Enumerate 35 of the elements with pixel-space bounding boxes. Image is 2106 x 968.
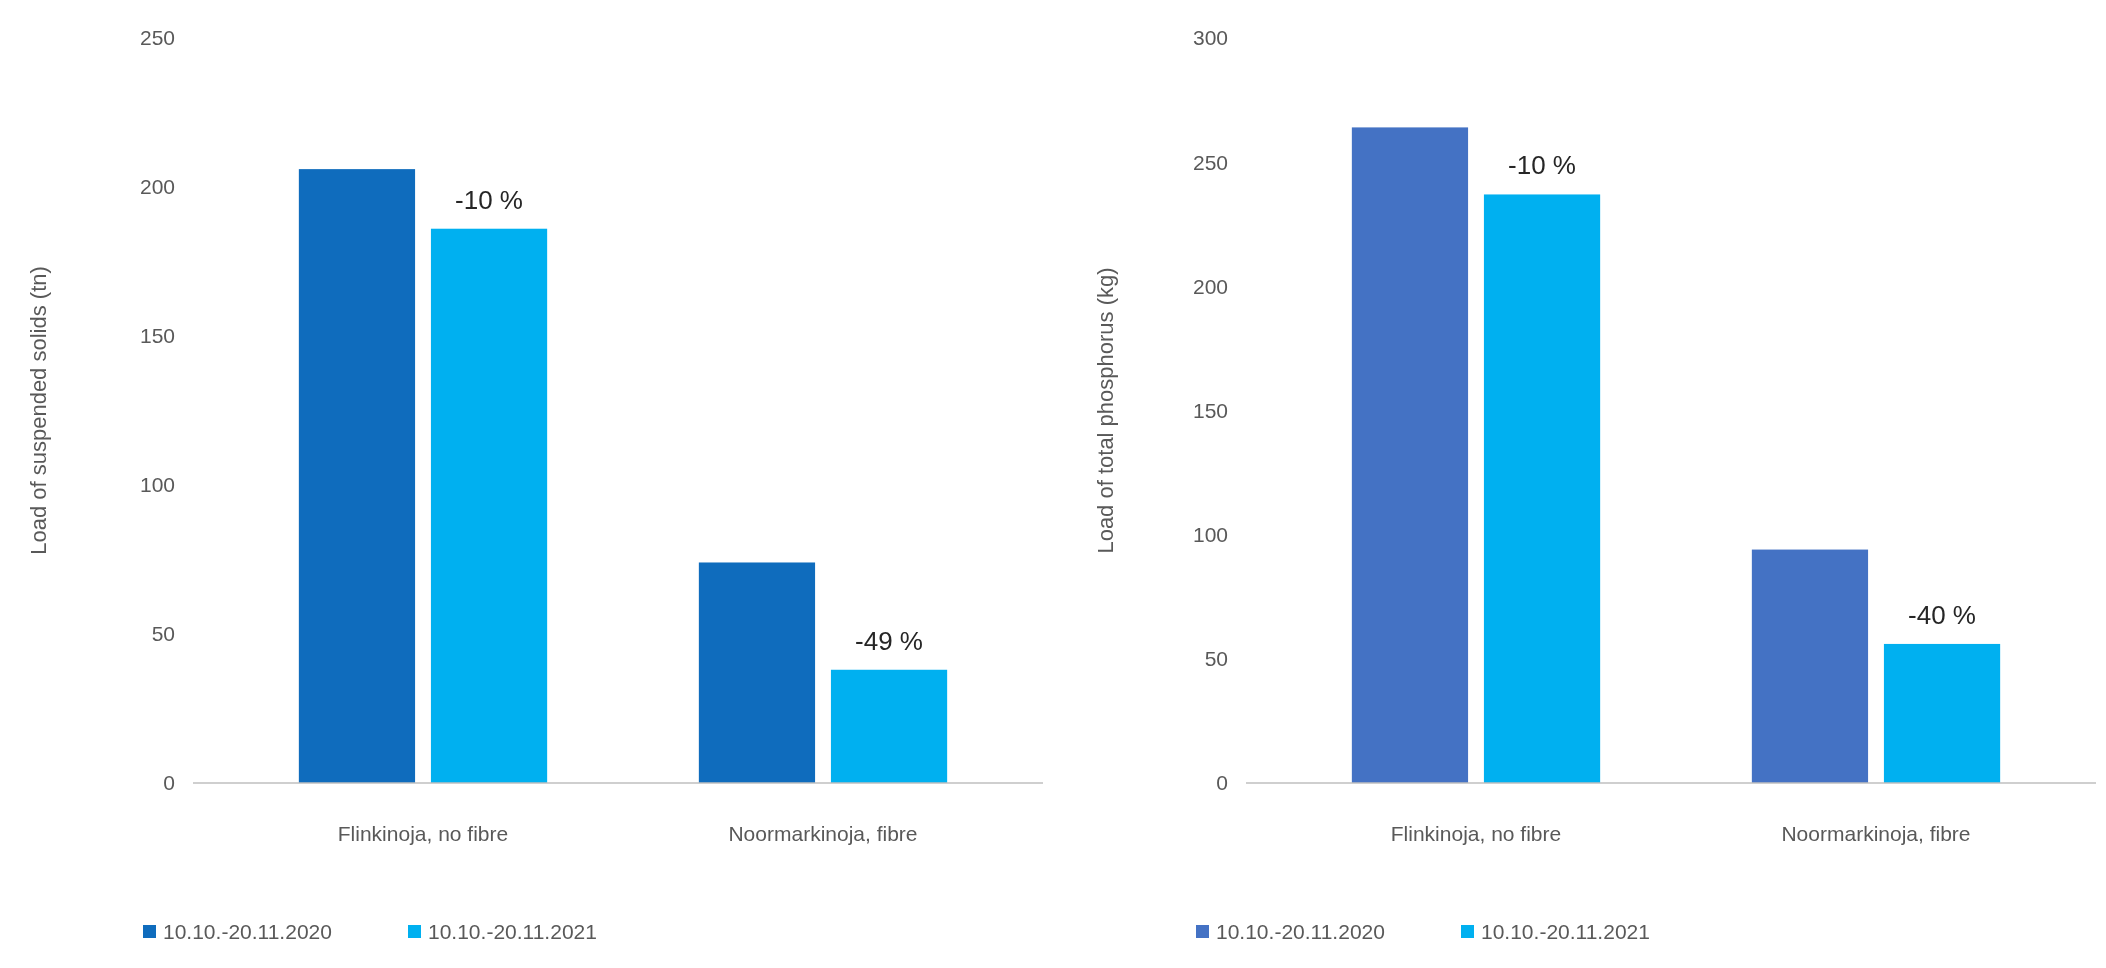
legend-label: 10.10.-20.11.2021 — [428, 920, 597, 944]
y-tick-label: 150 — [139, 324, 175, 348]
y-tick-label: 250 — [139, 26, 175, 50]
bar — [698, 562, 816, 783]
annotation: -10 % — [1508, 150, 1576, 181]
y-tick-label: 200 — [1192, 274, 1228, 298]
y-tick-label: 0 — [163, 771, 175, 795]
y-tick-label: 150 — [1192, 398, 1228, 422]
annotation: -40 % — [1908, 599, 1976, 630]
bar — [430, 228, 548, 783]
bar — [1351, 127, 1469, 783]
y-tick-label: 250 — [1192, 150, 1228, 174]
bar — [1751, 549, 1869, 783]
y-tick-label: 200 — [139, 175, 175, 199]
y-axis-title: Load of total phosphorus (kg) — [1093, 267, 1118, 554]
x-tick-label: Noormarkinoja, fibre — [1781, 822, 1971, 845]
bar — [1483, 194, 1601, 783]
bar — [830, 669, 948, 783]
y-tick-label: 300 — [1192, 26, 1228, 50]
legend-label: 10.10.-20.11.2021 — [1481, 920, 1650, 944]
legend-label: 10.10.-20.11.2020 — [163, 920, 332, 944]
y-tick-label: 100 — [139, 473, 175, 497]
annotation: -49 % — [855, 625, 923, 656]
y-tick-label: 50 — [151, 622, 175, 646]
x-tick-label: Flinkinoja, no fibre — [337, 822, 509, 845]
y-axis-title: Load of suspended solids (tn) — [26, 266, 51, 555]
x-tick-label: Noormarkinoja, fibre — [728, 822, 918, 845]
x-tick-label: Flinkinoja, no fibre — [1390, 822, 1562, 845]
y-tick-label: 50 — [1204, 647, 1228, 671]
y-tick-label: 0 — [1216, 771, 1228, 795]
legend-label: 10.10.-20.11.2020 — [1216, 920, 1385, 944]
bar — [298, 169, 416, 783]
bar — [1883, 643, 2001, 783]
y-tick-label: 100 — [1192, 523, 1228, 547]
annotation: -10 % — [455, 184, 523, 215]
